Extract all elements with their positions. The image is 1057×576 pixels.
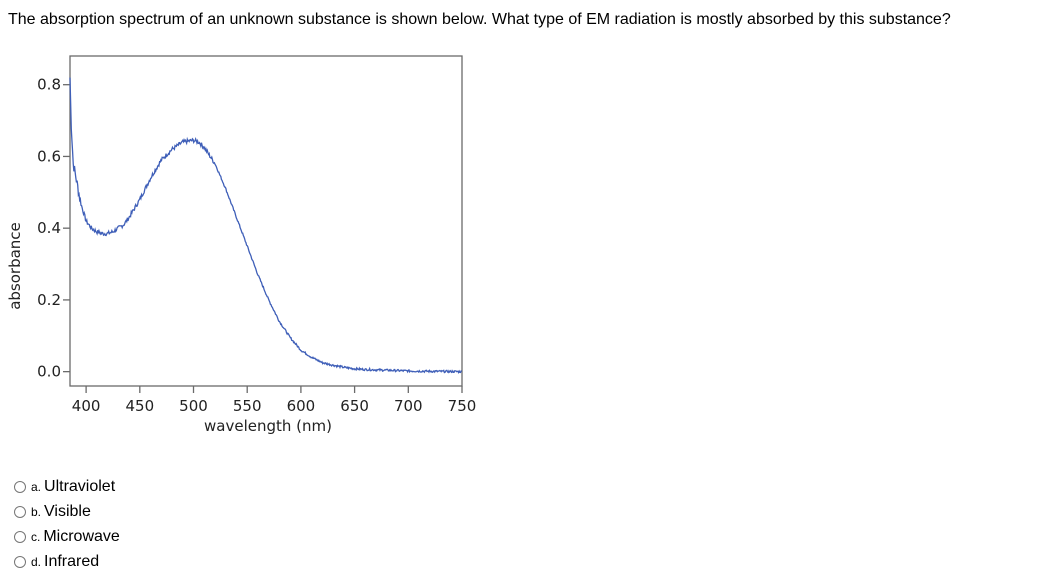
radio-button[interactable] (14, 480, 26, 493)
radio-button[interactable] (14, 555, 26, 568)
option-letter: d. (31, 554, 42, 569)
axis-ticks: 400 450 500 550 600 650 700 750 0.0 0.2 0.4 0.6 0.8 (37, 76, 476, 415)
plot-frame (69, 55, 463, 387)
option-letter: c. (31, 529, 41, 544)
radio-button[interactable] (14, 505, 26, 518)
option-label: Ultraviolet (44, 477, 116, 495)
x-tick-label: 650 (340, 397, 369, 415)
y-tick-label: 0.8 (37, 76, 61, 94)
option-microwave[interactable]: c. Microwave (14, 524, 120, 549)
chart-svg: 400 450 500 550 600 650 700 7500.00.20.40.60.8 … (6, 55, 476, 435)
y-tick-label: 0.4 (37, 219, 61, 237)
absorption-spectrum-chart: 400 450 500 550 600 650 700 750 0.0 0.2 0.4 0.6 0.8 … (0, 40, 480, 460)
option-label: Infrared (44, 552, 100, 570)
y-tick-label: 0.6 (37, 147, 61, 165)
answer-options: a. Ultraviolet b. Visible c. Microwave d… (14, 474, 120, 574)
y-tick-label: 0.2 (37, 291, 61, 309)
question-text: The absorption spectrum of an unknown su… (8, 11, 951, 28)
option-label: Microwave (43, 527, 120, 545)
option-letter: a. (31, 479, 42, 494)
x-tick-label: 400 (72, 397, 101, 415)
y-tick-label: 0.0 (37, 363, 61, 381)
x-tick-label: 700 (394, 397, 423, 415)
x-tick-label: 450 (125, 397, 154, 415)
x-axis-label: wavelength (nm) (204, 417, 332, 435)
option-label: Visible (44, 502, 91, 520)
x-tick-label: 750 (448, 397, 477, 415)
x-tick-label: 550 (233, 397, 262, 415)
radio-button[interactable] (14, 530, 26, 543)
option-ultraviolet[interactable]: a. Ultraviolet (14, 474, 120, 499)
spectrum-line (69, 77, 463, 374)
y-axis-label: absorbance (6, 222, 24, 310)
option-infrared[interactable]: d. Infrared (14, 549, 120, 574)
x-tick-label: 600 (287, 397, 316, 415)
option-letter: b. (31, 504, 42, 519)
option-visible[interactable]: b. Visible (14, 499, 120, 524)
x-tick-label: 500 (179, 397, 208, 415)
